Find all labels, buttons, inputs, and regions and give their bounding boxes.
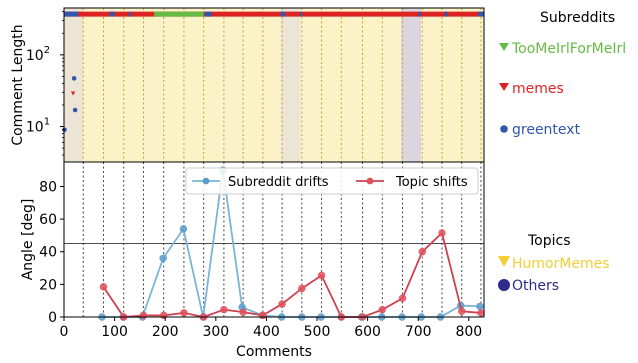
legends: Subreddits TooMeIrlForMeIrl memes greentext… — [498, 10, 626, 294]
ytick-exp: 1 — [44, 117, 50, 128]
shift-line — [102, 231, 482, 318]
shift-point — [180, 309, 188, 317]
xtick-label: 200 — [152, 324, 179, 340]
drift-point — [179, 225, 188, 233]
top-ytick-label: 101 — [26, 117, 50, 136]
data-point-greentext — [62, 127, 67, 133]
xtick-label: 700 — [405, 324, 432, 340]
legend-shift-marker — [366, 177, 374, 185]
shift-point — [398, 294, 407, 302]
drift-point — [159, 254, 167, 262]
xtick-label: 100 — [101, 324, 128, 340]
xtick-label: 800 — [455, 324, 482, 340]
line-legend: Subreddit drifts Topic shifts — [185, 167, 479, 195]
drift-point — [476, 302, 484, 311]
x-axis-label: Comments — [236, 344, 312, 360]
bottom-axes-frame — [63, 161, 485, 318]
legend-label-memes: memes — [512, 81, 564, 97]
shift-point — [418, 248, 426, 256]
xtick-label: 300 — [202, 324, 229, 340]
topic-band — [401, 8, 422, 162]
legend-marker-greentext — [500, 125, 508, 133]
bottom-ytick-label: 0 — [48, 310, 57, 326]
shift-point — [220, 305, 228, 314]
ytick-base: 10 — [26, 48, 44, 64]
xtick-label: 600 — [354, 324, 381, 340]
line-legend-box — [185, 167, 479, 195]
shift-point — [317, 271, 326, 280]
data-point-greentext — [71, 76, 77, 81]
topic-band — [83, 8, 281, 162]
xtick-label: 500 — [304, 324, 331, 340]
ytick-base: 10 — [26, 120, 44, 136]
shift-point — [298, 284, 306, 293]
subreddits-legend-title: Subreddits — [540, 10, 615, 26]
legend-shift-label: Topic shifts — [395, 175, 468, 190]
xtick-label: 400 — [253, 324, 280, 340]
top-ytick-label: 102 — [26, 45, 50, 64]
shift-point — [239, 308, 247, 316]
shift-point — [477, 309, 485, 317]
legend-label-Others: Others — [512, 278, 559, 294]
legend-marker-memes — [499, 83, 509, 91]
shift-point — [139, 311, 148, 320]
ytick-exp: 2 — [44, 45, 50, 56]
bottom-ytick-label: 20 — [39, 277, 57, 293]
topic-band — [421, 8, 484, 162]
shift-point — [278, 300, 286, 308]
topic-band — [64, 8, 84, 162]
data-point-greentext — [72, 107, 78, 113]
bottom-ytick-label: 80 — [39, 179, 57, 195]
legend-label-HumorMemes: HumorMemes — [512, 256, 610, 272]
bottom-ytick-label: 40 — [39, 245, 57, 261]
topic-band — [280, 8, 301, 162]
shift-point — [378, 305, 386, 314]
top-ylabel: Comment Length — [10, 24, 26, 145]
legend-marker-TooMeIrlForMeIrl — [499, 43, 509, 51]
data-point-memes — [70, 91, 76, 96]
legend-label-greentext: greentext — [512, 122, 581, 138]
shift-point — [438, 229, 446, 237]
legend-drift-label: Subreddit drifts — [228, 175, 329, 190]
topics-legend-title: Topics — [527, 233, 571, 249]
shift-point — [99, 283, 108, 291]
shift-point — [259, 311, 267, 320]
shift-point — [458, 307, 466, 315]
shift-point — [159, 311, 168, 320]
topic-band — [300, 8, 402, 162]
legend-drift-marker — [202, 177, 210, 185]
legend-marker-Others — [498, 279, 510, 291]
xtick-label: 0 — [60, 324, 69, 340]
legend-label-TooMeIrlForMeIrl: TooMeIrlForMeIrl — [511, 41, 626, 57]
bottom-ylabel: Angle [deg] — [20, 199, 36, 281]
bottom-ytick-label: 60 — [39, 212, 57, 228]
legend-marker-HumorMemes — [498, 256, 510, 267]
